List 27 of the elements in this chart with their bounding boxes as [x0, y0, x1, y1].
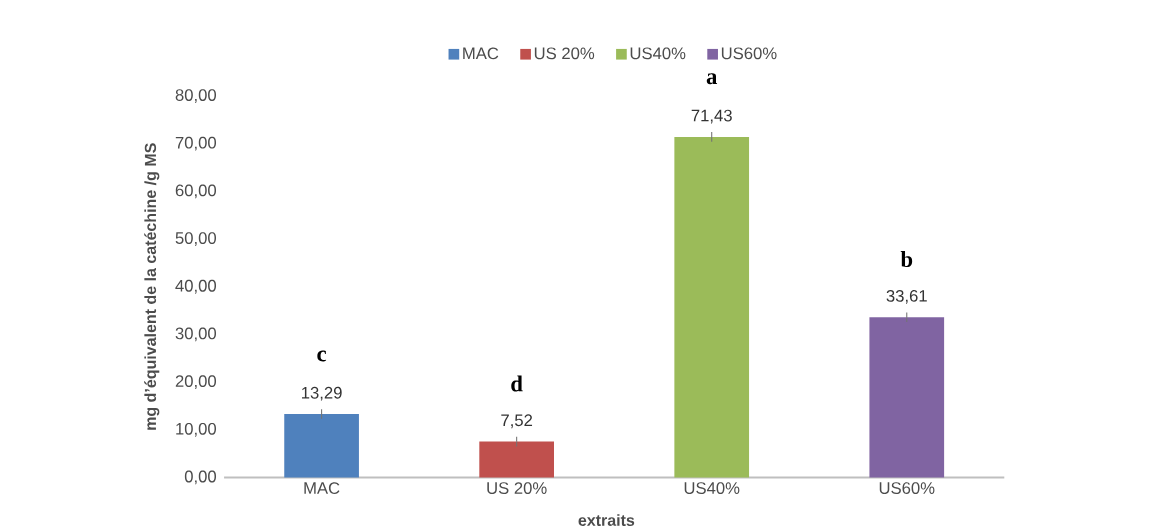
data-label: 13,29 — [302, 386, 342, 401]
y-tick-label: 0,00 — [184, 470, 217, 485]
legend-label: MAC — [463, 47, 499, 60]
y-tick-label: 20,00 — [175, 375, 217, 390]
y-axis-title: mg d’équivalent de la catéchine /g MS — [144, 143, 160, 430]
legend-label: US60% — [721, 47, 777, 60]
y-tick-label: 50,00 — [175, 232, 217, 247]
y-tick-label: 60,00 — [175, 184, 217, 199]
text: a — [706, 73, 718, 85]
y-tick-label: 10,00 — [176, 423, 217, 437]
data-label: 33,61 — [886, 290, 927, 304]
legend-label: US 20% — [534, 47, 595, 60]
legend-label: US40% — [630, 47, 686, 60]
annotation: d — [511, 375, 523, 392]
y-tick-label: 80,00 — [175, 89, 217, 103]
x-tick-label: US60% — [879, 482, 935, 495]
x-axis-title: extraits — [578, 514, 635, 527]
data-label: 71,43 — [691, 109, 732, 124]
annotation: c — [317, 350, 327, 362]
y-tick-label: 40,00 — [175, 279, 217, 294]
x-tick-label: US40% — [684, 482, 740, 495]
y-tick-label: 70,00 — [175, 136, 217, 151]
annotation: b — [900, 251, 913, 268]
y-tick-label: 30,00 — [175, 327, 217, 342]
x-tick-label: US 20% — [487, 482, 547, 495]
x-tick-label: MAC — [304, 482, 340, 495]
data-label: 7,52 — [501, 414, 533, 429]
